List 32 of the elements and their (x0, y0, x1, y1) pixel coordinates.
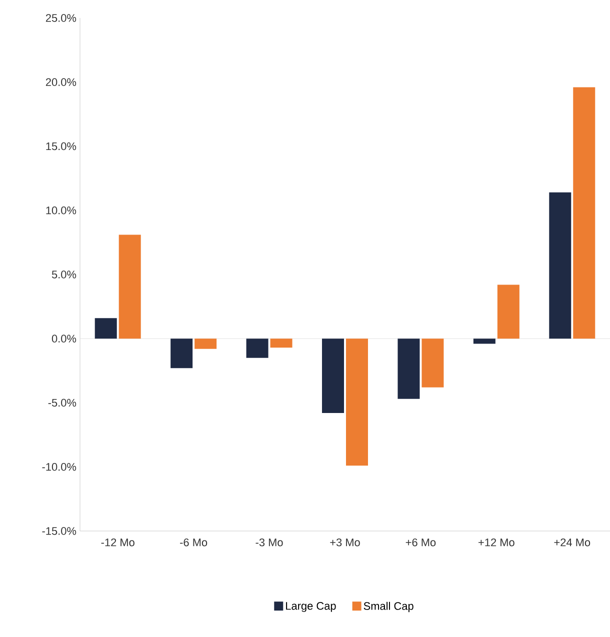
x-tick-label: +6 Mo (406, 538, 436, 546)
bar (422, 338, 444, 388)
y-tick-label: 10.0% (46, 206, 76, 214)
x-tick-label: -12 Mo (101, 538, 134, 546)
bar (398, 338, 420, 399)
y-tick-label: -10.0% (42, 463, 76, 471)
bar (346, 338, 368, 466)
bar (94, 318, 117, 339)
x-tick-label: +12 Mo (478, 538, 514, 546)
x-tick-label: -3 Mo (256, 538, 283, 546)
y-tick-label: 0.0% (52, 334, 76, 343)
bar (270, 338, 292, 348)
y-tick-label: 5.0% (52, 270, 76, 278)
x-tick-label: -6 Mo (180, 538, 207, 546)
y-tick-label: -15.0% (42, 527, 76, 535)
y-tick-label: 15.0% (46, 142, 76, 150)
bar (194, 338, 216, 349)
x-tick-label: +3 Mo (330, 538, 360, 546)
legend-label: Large Cap (286, 602, 336, 612)
bar (473, 338, 496, 344)
y-tick-label: -5.0% (48, 398, 76, 407)
bar (497, 284, 520, 339)
bar (322, 338, 344, 414)
bar (118, 234, 141, 339)
y-tick-label: 20.0% (46, 78, 76, 86)
bar (170, 338, 192, 368)
y-tick-label: 25.0% (46, 14, 76, 22)
legend-label: Small Cap (364, 602, 414, 612)
bar (573, 87, 596, 339)
bar (246, 338, 268, 358)
x-tick-label: +24 Mo (554, 538, 590, 546)
bar (549, 192, 572, 339)
